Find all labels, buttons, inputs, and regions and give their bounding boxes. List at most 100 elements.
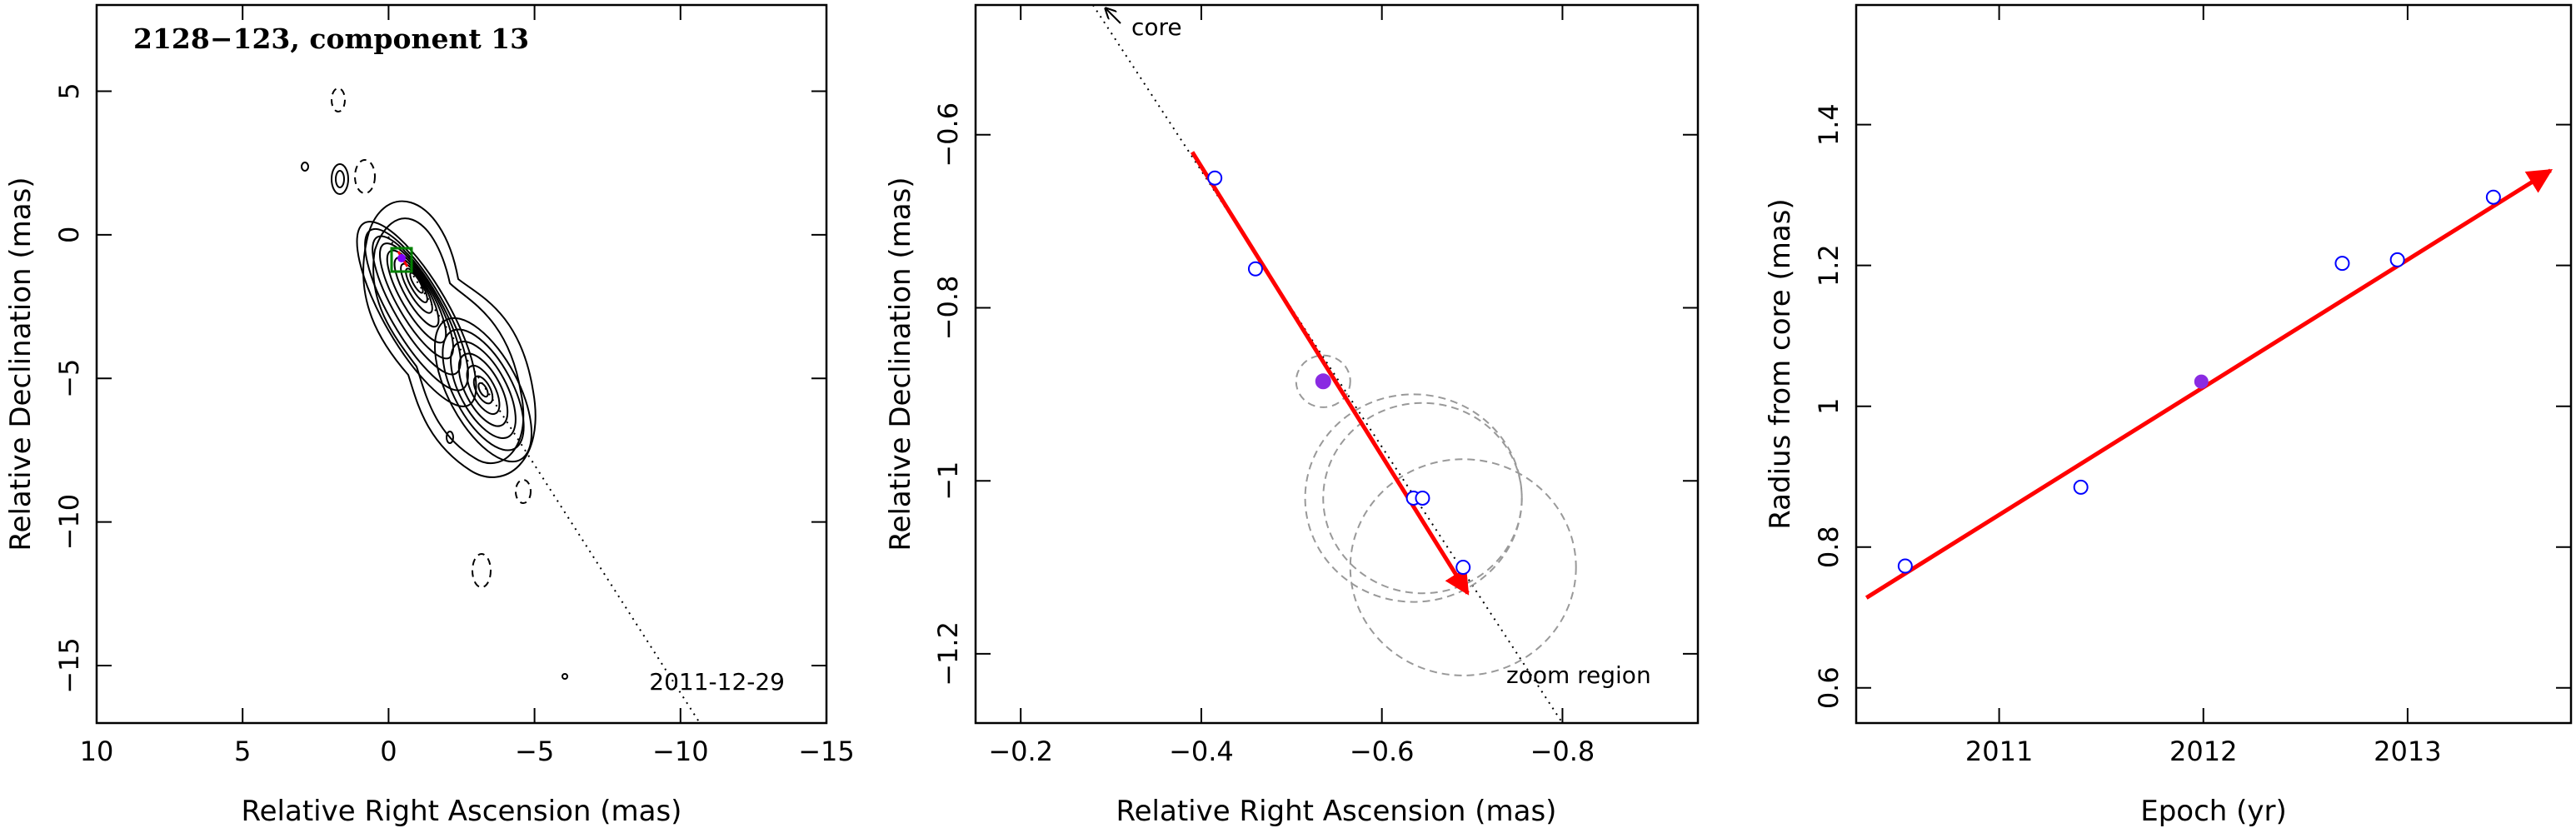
epoch-point <box>1455 560 1471 576</box>
zoom-velocity-arrow <box>1190 151 1470 596</box>
contour-map-date-label: 2011-12-29 <box>649 668 785 696</box>
zoom-core-line <box>1092 5 1564 723</box>
x-tick-label: −0.6 <box>1350 736 1415 767</box>
epoch-point <box>1415 490 1430 506</box>
epoch-point <box>2485 189 2501 205</box>
contour-level <box>356 221 477 407</box>
contour-level <box>372 235 462 376</box>
x-tick-label: −0.4 <box>1169 736 1234 767</box>
zoom-x-ticks: −0.2 −0.4 −0.6 −0.8 <box>988 5 1595 767</box>
y-tick-label: 0 <box>53 227 85 243</box>
negative-contour <box>515 479 532 504</box>
contour-map-title: 2128−123, component 13 <box>133 22 529 55</box>
current-epoch-point <box>1315 373 1331 390</box>
x-tick-label: 0 <box>380 736 397 767</box>
x-tick-label: −0.8 <box>1530 736 1595 767</box>
small-positive-contours <box>301 162 568 680</box>
epoch-point <box>1897 558 1913 574</box>
zoom-plot-area <box>1092 5 1577 723</box>
y-tick-label: −5 <box>53 359 85 398</box>
contour-map-x-axis-title: Relative Right Ascension (mas) <box>242 795 682 828</box>
zoom-x-axis-title: Relative Right Ascension (mas) <box>1116 795 1557 828</box>
zoom-y-axis-title: Relative Declination (mas) <box>884 177 917 551</box>
contour-level <box>362 200 537 478</box>
panel-zoom: −0.2 −0.4 −0.6 −0.8 −0.6 −0.8 −1 −1.2 core zoo… <box>884 3 1700 828</box>
y-tick-label: 0.6 <box>1813 666 1845 709</box>
contour-level <box>409 272 424 294</box>
epoch-point <box>2334 256 2350 272</box>
y-tick-label: −10 <box>53 494 85 551</box>
source-contours <box>356 200 537 478</box>
x-tick-label: −0.2 <box>988 736 1053 767</box>
contour-map-y-ticks: 5 0 −5 −10 −15 <box>53 82 826 694</box>
y-tick-label: 1.4 <box>1813 103 1845 146</box>
radius-y-axis-title: Radius from core (mas) <box>1764 198 1797 529</box>
positive-contour <box>335 170 345 188</box>
radius-x-ticks: 2011 2012 2013 <box>1965 5 2442 767</box>
core-annotation: core <box>1131 13 1182 41</box>
uncertainty-ellipse <box>1349 458 1577 676</box>
contour-level <box>378 242 455 360</box>
zoom-points <box>1207 170 1471 576</box>
contour-level <box>457 352 509 427</box>
radius-fit-arrow <box>1865 168 2554 600</box>
y-tick-label: −1.2 <box>932 621 964 686</box>
contour-level <box>393 257 440 328</box>
radius-points <box>1897 189 2501 574</box>
radius-x-axis-title: Epoch (yr) <box>2140 795 2287 828</box>
core-direction-line <box>387 236 701 723</box>
contour-level <box>433 317 533 463</box>
contour-level <box>442 328 525 451</box>
x-tick-label: 2012 <box>2169 736 2237 767</box>
contour-level <box>472 375 494 405</box>
zoom-region-annotation: zoom region <box>1506 661 1651 689</box>
contour-level <box>477 382 489 398</box>
core-pointer-arrow <box>1106 8 1121 24</box>
x-tick-label: 2011 <box>1965 736 2033 767</box>
x-tick-label: 10 <box>80 736 114 767</box>
epoch-point <box>1207 170 1223 186</box>
radius-frame <box>1855 3 2573 725</box>
epoch-point <box>1247 261 1263 277</box>
negative-contour <box>354 159 376 194</box>
zoom-ellipses <box>1295 354 1577 676</box>
contour-level <box>364 227 469 392</box>
y-tick-label: −0.6 <box>932 102 964 167</box>
radius-y-ticks: 0.6 0.8 1 1.2 1.4 <box>1813 103 2571 709</box>
current-epoch-point <box>2194 374 2209 389</box>
y-tick-label: 1.2 <box>1813 244 1845 287</box>
contour-map-frame <box>95 3 828 725</box>
x-tick-label: −15 <box>798 736 855 767</box>
y-tick-label: 0.8 <box>1813 526 1845 568</box>
contour-map-x-ticks: 10 5 0 −5 −10 −15 <box>80 5 855 767</box>
positive-contour <box>331 163 349 195</box>
uncertainty-ellipse <box>1322 402 1523 595</box>
zoom-region-box <box>390 247 413 273</box>
x-tick-label: −5 <box>515 736 554 767</box>
negative-contours <box>331 87 532 588</box>
y-tick-label: 1 <box>1813 398 1845 415</box>
y-tick-label: −0.8 <box>932 276 964 341</box>
zoom-y-ticks: −0.6 −0.8 −1 −1.2 <box>932 102 1698 686</box>
x-tick-label: −10 <box>652 736 709 767</box>
y-tick-label: −15 <box>53 637 85 694</box>
positive-contour <box>562 673 568 680</box>
epoch-point <box>2389 252 2405 267</box>
component-point <box>397 254 406 262</box>
negative-contour <box>331 87 346 112</box>
negative-contour <box>472 553 492 588</box>
y-tick-label: 5 <box>53 82 85 99</box>
contour-level <box>405 267 428 303</box>
radius-plot-area <box>1865 168 2554 600</box>
contour-level <box>400 262 433 314</box>
x-tick-label: 5 <box>234 736 251 767</box>
positive-contour <box>446 431 454 444</box>
uncertainty-ellipse <box>1295 354 1351 408</box>
contour-map-plot-area <box>301 87 701 723</box>
panel-radius-epoch: 2011 2012 2013 0.6 0.8 1 1.2 1.4 Epoch (yr) Ra… <box>1764 3 2573 828</box>
y-tick-label: −1 <box>932 461 964 501</box>
contour-level <box>466 364 501 416</box>
epoch-point <box>2073 479 2089 495</box>
zoom-frame <box>974 3 1700 725</box>
